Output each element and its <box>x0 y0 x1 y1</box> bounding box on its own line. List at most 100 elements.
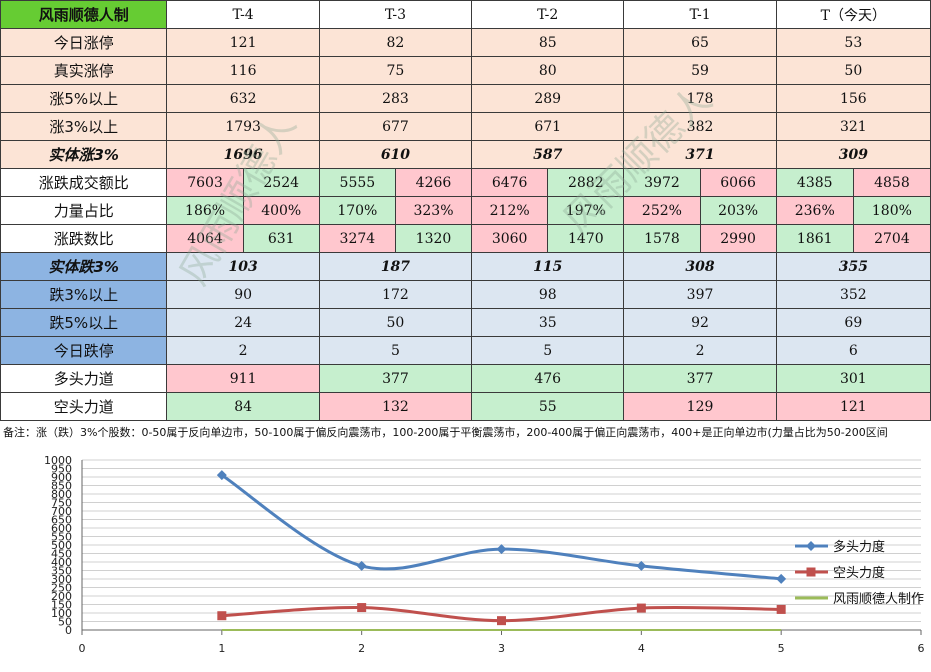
legend-label: 风雨顺德人制作 <box>833 592 924 607</box>
table-cell: 308 <box>623 252 777 281</box>
table-cell: 35 <box>471 308 625 337</box>
table-cell: 677 <box>318 112 473 141</box>
table-cell: 476 <box>471 364 625 393</box>
row-label: 力量占比 <box>0 196 168 225</box>
y-tick-label: 950 <box>51 463 72 476</box>
table-cell: 2704 <box>852 224 931 253</box>
row-label: 涨跌数比 <box>0 224 168 253</box>
table-cell: 1320 <box>394 224 473 253</box>
y-tick-label: 250 <box>51 582 72 595</box>
table-cell: 301 <box>775 364 931 393</box>
y-tick-label: 750 <box>51 497 72 510</box>
table-cell: 80 <box>471 56 625 85</box>
data-point <box>216 470 227 481</box>
x-tick-label: 0 <box>79 642 86 655</box>
data-point <box>776 573 787 584</box>
table-cell: 2 <box>166 336 320 365</box>
header-row: 风雨顺德人制 T-4 T-3 T-2 T-1 T（今天） <box>0 0 931 29</box>
footnote: 备注：涨（跌）3%个股数：0-50属于反向单边市，50-100属于偏反向震荡市，… <box>3 426 888 439</box>
table-row: 涨5%以上 632 283 289 178 156 <box>0 84 931 113</box>
table-cell: 50 <box>318 308 473 337</box>
table-cell: 4858 <box>852 168 931 197</box>
table-corner-title: 风雨顺德人制 <box>0 0 168 29</box>
table-cell: 1793 <box>166 112 320 141</box>
x-tick-label: 1 <box>218 642 225 655</box>
y-tick-label: 900 <box>51 471 72 484</box>
data-point <box>357 603 367 613</box>
table-cell: 121 <box>775 392 931 421</box>
table-cell: 92 <box>623 308 777 337</box>
table-row: 涨跌数比 4064 631 3274 1320 3060 1470 1578 2990 1861 2… <box>0 224 931 253</box>
y-tick-label: 700 <box>51 505 72 518</box>
table-cell: 4266 <box>394 168 473 197</box>
y-tick-label: 600 <box>51 522 72 535</box>
row-label: 涨5%以上 <box>0 84 168 113</box>
table-cell: 178 <box>623 84 777 113</box>
table-row: 实体跌3% 103 187 115 308 355 <box>0 252 931 281</box>
y-tick-label: 550 <box>51 531 72 544</box>
table-row: 跌3%以上 90 172 98 397 352 <box>0 280 931 309</box>
table-cell: 180% <box>852 196 931 225</box>
column-header: T-2 <box>471 0 625 29</box>
x-tick-label: 5 <box>778 642 785 655</box>
table-cell: 170% <box>318 196 396 225</box>
data-point <box>776 604 786 614</box>
table-cell: 371 <box>623 140 777 169</box>
table-cell: 85 <box>471 28 625 57</box>
y-tick-label: 450 <box>51 548 72 561</box>
y-tick-label: 400 <box>51 556 72 569</box>
table-cell: 236% <box>775 196 854 225</box>
table-cell: 69 <box>775 308 931 337</box>
table-cell: 6 <box>775 336 931 365</box>
row-label: 实体涨3% <box>0 140 168 169</box>
table-cell: 671 <box>471 112 625 141</box>
table-cell: 82 <box>318 28 473 57</box>
table-cell: 309 <box>775 140 931 169</box>
x-tick-label: 6 <box>918 642 925 655</box>
y-tick-label: 650 <box>51 514 72 527</box>
table-cell: 1696 <box>166 140 320 169</box>
table-cell: 323% <box>394 196 473 225</box>
row-label: 空头力道 <box>0 392 168 421</box>
column-header: T-3 <box>318 0 473 29</box>
table-cell: 4385 <box>775 168 854 197</box>
table-cell: 355 <box>775 252 931 281</box>
table-cell: 75 <box>318 56 473 85</box>
market-stats-table: 风雨顺德人制 T-4 T-3 T-2 T-1 T（今天） 今日涨停 121 82 85 65 53 真实… <box>0 0 931 421</box>
table-cell: 203% <box>699 196 777 225</box>
table-cell: 631 <box>242 224 320 253</box>
x-tick-label: 2 <box>358 642 365 655</box>
table-cell: 5555 <box>318 168 396 197</box>
table-cell: 116 <box>166 56 320 85</box>
legend-label: 空头力度 <box>833 565 885 581</box>
y-tick-label: 150 <box>51 599 72 612</box>
table-cell: 65 <box>623 28 777 57</box>
y-tick-label: 100 <box>51 607 72 620</box>
row-label: 真实涨停 <box>0 56 168 85</box>
row-label: 跌3%以上 <box>0 280 168 309</box>
table-cell: 1578 <box>623 224 701 253</box>
table-cell: 2882 <box>547 168 625 197</box>
table-cell: 115 <box>471 252 625 281</box>
table-cell: 2524 <box>242 168 320 197</box>
data-point <box>356 560 367 571</box>
table-cell: 3274 <box>318 224 396 253</box>
table-cell: 397 <box>623 280 777 309</box>
table-cell: 24 <box>166 308 320 337</box>
table-cell: 283 <box>318 84 473 113</box>
table-cell: 197% <box>547 196 625 225</box>
table-cell: 121 <box>166 28 320 57</box>
series-line <box>221 473 782 581</box>
table-row: 多头力道 911 377 476 377 301 <box>0 364 931 393</box>
table-cell: 55 <box>471 392 625 421</box>
x-tick-label: 4 <box>638 642 645 655</box>
table-row: 今日跌停 2 5 5 2 6 <box>0 336 931 365</box>
table-cell: 156 <box>775 84 931 113</box>
table-row: 力量占比 186% 400% 170% 323% 212% 197% 252% 203% 236%… <box>0 196 931 225</box>
row-label: 涨3%以上 <box>0 112 168 141</box>
table-cell: 3972 <box>623 168 701 197</box>
table-row: 涨跌成交额比 7603 2524 5555 4266 6476 2882 3972 6066 43… <box>0 168 931 197</box>
legend-marker <box>806 541 816 551</box>
table-cell: 90 <box>166 280 320 309</box>
table-cell: 4064 <box>166 224 244 253</box>
